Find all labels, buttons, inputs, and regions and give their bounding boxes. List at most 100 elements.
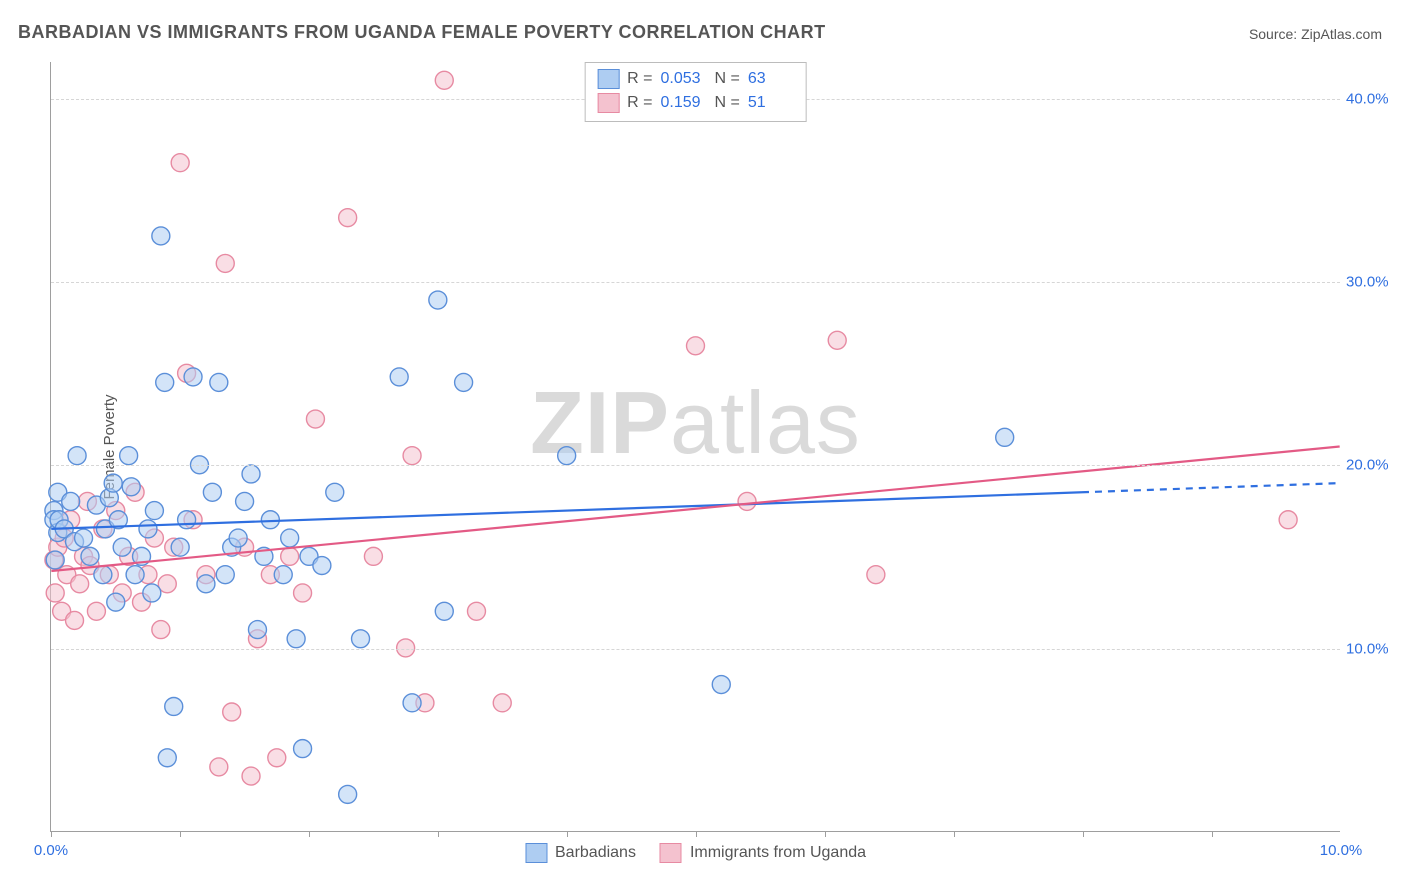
data-point (281, 547, 299, 565)
data-point (145, 502, 163, 520)
x-tick (438, 831, 439, 837)
data-point (1279, 511, 1297, 529)
plot-area: Female Poverty ZIPatlas R = 0.053 N = 63… (50, 62, 1340, 832)
data-point (143, 584, 161, 602)
data-point (152, 227, 170, 245)
data-point (390, 368, 408, 386)
data-point (261, 511, 279, 529)
legend-N-value-a: 63 (748, 67, 794, 91)
data-point (558, 447, 576, 465)
data-point (216, 254, 234, 272)
data-point (229, 529, 247, 547)
data-point (429, 291, 447, 309)
data-point (210, 373, 228, 391)
data-point (274, 566, 292, 584)
data-point (352, 630, 370, 648)
data-point (158, 749, 176, 767)
data-point (236, 492, 254, 510)
x-tick (309, 831, 310, 837)
data-point (248, 621, 266, 639)
data-point (184, 368, 202, 386)
data-point (403, 447, 421, 465)
x-tick (825, 831, 826, 837)
data-point (66, 611, 84, 629)
legend-swatch-b (660, 843, 682, 863)
data-point (242, 465, 260, 483)
data-point (867, 566, 885, 584)
data-point (294, 740, 312, 758)
data-point (126, 566, 144, 584)
data-point (268, 749, 286, 767)
legend-stats-row-a: R = 0.053 N = 63 (597, 67, 794, 91)
gridline (51, 465, 1340, 466)
legend-swatch-a (597, 69, 619, 89)
x-tick-label: 10.0% (1320, 842, 1363, 859)
legend-R-label: R = (627, 91, 652, 115)
y-tick-label: 20.0% (1346, 457, 1396, 474)
data-point (828, 331, 846, 349)
y-tick-label: 10.0% (1346, 640, 1396, 657)
gridline (51, 282, 1340, 283)
bottom-legend-item-a: Barbadians (525, 843, 636, 863)
legend-stats-row-b: R = 0.159 N = 51 (597, 91, 794, 115)
data-point (287, 630, 305, 648)
y-tick-label: 30.0% (1346, 274, 1396, 291)
x-tick (1212, 831, 1213, 837)
data-point (75, 529, 93, 547)
data-point (165, 698, 183, 716)
x-tick (51, 831, 52, 837)
data-point (171, 538, 189, 556)
data-point (197, 575, 215, 593)
data-point (113, 538, 131, 556)
data-point (156, 373, 174, 391)
trend-line-dashed (1082, 483, 1340, 492)
data-point (435, 602, 453, 620)
data-point (122, 478, 140, 496)
legend-R-value-b: 0.159 (661, 91, 707, 115)
data-point (326, 483, 344, 501)
data-point (403, 694, 421, 712)
bottom-legend-label-b: Immigrants from Uganda (690, 844, 866, 862)
source-attribution: Source: ZipAtlas.com (1249, 26, 1382, 42)
bottom-legend-item-b: Immigrants from Uganda (660, 843, 866, 863)
data-point (178, 511, 196, 529)
data-point (687, 337, 705, 355)
data-point (203, 483, 221, 501)
legend-N-value-b: 51 (748, 91, 794, 115)
y-tick-label: 40.0% (1346, 90, 1396, 107)
data-point (339, 209, 357, 227)
data-point (339, 785, 357, 803)
data-point (455, 373, 473, 391)
x-tick (180, 831, 181, 837)
data-point (306, 410, 324, 428)
data-point (87, 602, 105, 620)
data-point (152, 621, 170, 639)
data-point (364, 547, 382, 565)
data-point (216, 566, 234, 584)
data-point (107, 593, 125, 611)
data-point (94, 566, 112, 584)
x-tick (567, 831, 568, 837)
data-point (435, 71, 453, 89)
x-tick (954, 831, 955, 837)
gridline (51, 649, 1340, 650)
data-point (738, 492, 756, 510)
legend-swatch-a (525, 843, 547, 863)
data-point (996, 428, 1014, 446)
data-point (281, 529, 299, 547)
data-point (104, 474, 122, 492)
bottom-legend: Barbadians Immigrants from Uganda (525, 843, 866, 863)
legend-R-label: R = (627, 67, 652, 91)
data-point (467, 602, 485, 620)
data-point (313, 557, 331, 575)
legend-N-label: N = (715, 67, 740, 91)
data-point (712, 676, 730, 694)
legend-N-label: N = (715, 91, 740, 115)
legend-R-value-a: 0.053 (661, 67, 707, 91)
data-point (493, 694, 511, 712)
legend-swatch-b (597, 93, 619, 113)
bottom-legend-label-a: Barbadians (555, 844, 636, 862)
data-point (120, 447, 138, 465)
data-point (46, 551, 64, 569)
data-point (294, 584, 312, 602)
